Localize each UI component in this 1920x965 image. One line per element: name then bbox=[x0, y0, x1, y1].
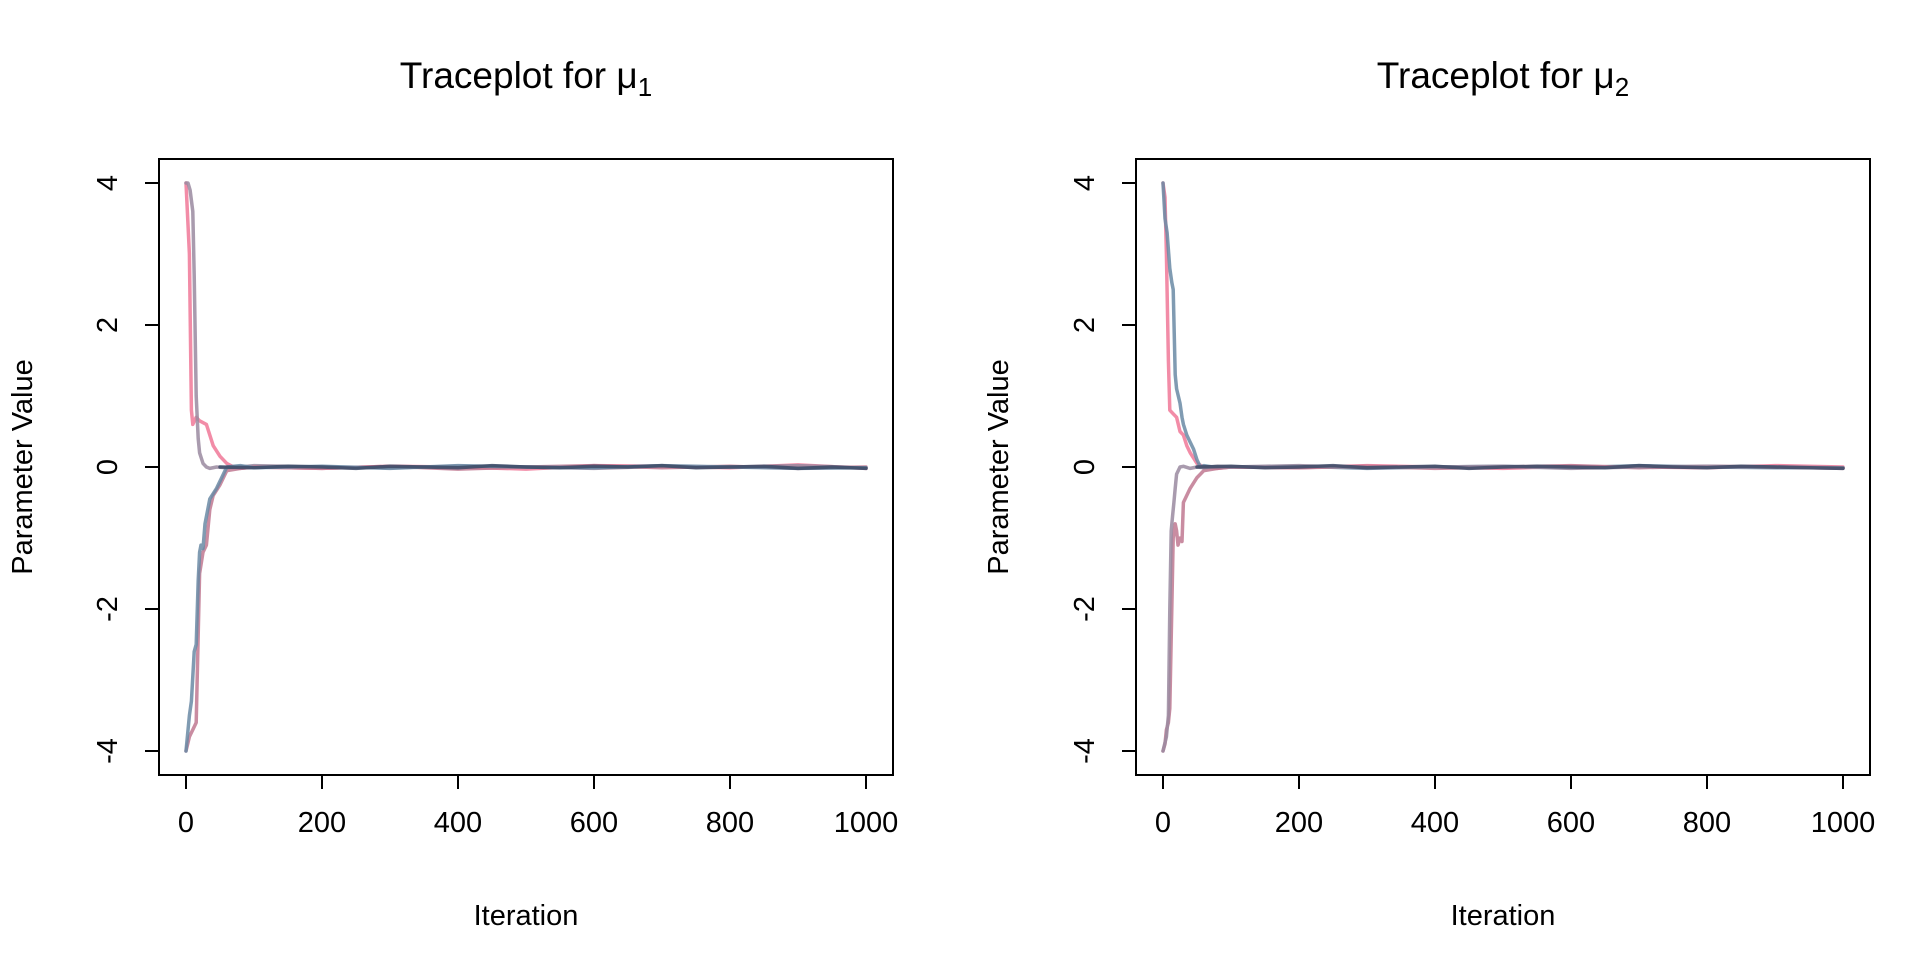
chart-title: Traceplot for μ2 bbox=[1377, 55, 1629, 102]
y-tick-label: 2 bbox=[1069, 317, 1101, 333]
x-tick-label: 600 bbox=[1547, 807, 1595, 839]
x-tick-label: 1000 bbox=[1811, 807, 1876, 839]
trace-series-5 bbox=[218, 463, 868, 471]
x-tick-label: 400 bbox=[1411, 807, 1459, 839]
x-tick-label: 800 bbox=[706, 807, 754, 839]
x-tick-label: 0 bbox=[178, 807, 194, 839]
y-tick-label: -2 bbox=[92, 596, 124, 622]
trace-series-2 bbox=[1161, 181, 1845, 471]
chart-title-symbol: μ bbox=[616, 55, 637, 96]
y-tick-label: 4 bbox=[92, 175, 124, 191]
trace-series-1 bbox=[1161, 181, 1845, 471]
x-axis-label: Iteration bbox=[1451, 900, 1556, 932]
trace-series-5 bbox=[1195, 463, 1845, 471]
x-tick-label: 800 bbox=[1683, 807, 1731, 839]
x-axis-label: Iteration bbox=[474, 900, 579, 932]
y-tick-label: 0 bbox=[1069, 459, 1101, 475]
chart-title-text: Traceplot for bbox=[400, 55, 617, 96]
chart-title-symbol: μ bbox=[1593, 55, 1614, 96]
chart-title-subscript: 2 bbox=[1615, 72, 1629, 102]
trace-series-3 bbox=[1161, 463, 1845, 753]
chart-title-subscript: 1 bbox=[638, 72, 652, 102]
y-tick-label: -4 bbox=[92, 738, 124, 764]
trace-series-2 bbox=[184, 181, 868, 471]
trace-series-4 bbox=[1161, 463, 1845, 753]
y-tick-label: -2 bbox=[1069, 596, 1101, 622]
chart-title-text: Traceplot for bbox=[1377, 55, 1594, 96]
chart-panel-2: Traceplot for μ20 200 400 600 800 1000-4-2024… bbox=[983, 55, 1875, 932]
y-tick-label: 4 bbox=[1069, 175, 1101, 191]
trace-series-3 bbox=[184, 463, 868, 753]
trace-series-1 bbox=[184, 181, 868, 471]
x-tick-label: 1000 bbox=[834, 807, 899, 839]
y-tick-label: -4 bbox=[1069, 738, 1101, 764]
y-axis-label: Parameter Value bbox=[983, 359, 1015, 574]
x-tick-label: 200 bbox=[298, 807, 346, 839]
trace-series-4 bbox=[184, 463, 868, 753]
chart-panel-1: Traceplot for μ1 0 200 400 600 800 1000 -4 -2 0 2 4… bbox=[7, 55, 898, 932]
y-tick-label: 2 bbox=[92, 317, 124, 333]
y-tick-label: 0 bbox=[92, 459, 124, 475]
x-tick-label: 200 bbox=[1275, 807, 1323, 839]
x-tick-label: 400 bbox=[434, 807, 482, 839]
y-axis-label: Parameter Value bbox=[7, 359, 39, 574]
x-tick-label: 600 bbox=[570, 807, 618, 839]
chart-title: Traceplot for μ1 bbox=[400, 55, 652, 102]
x-tick-label: 0 bbox=[1155, 807, 1171, 839]
